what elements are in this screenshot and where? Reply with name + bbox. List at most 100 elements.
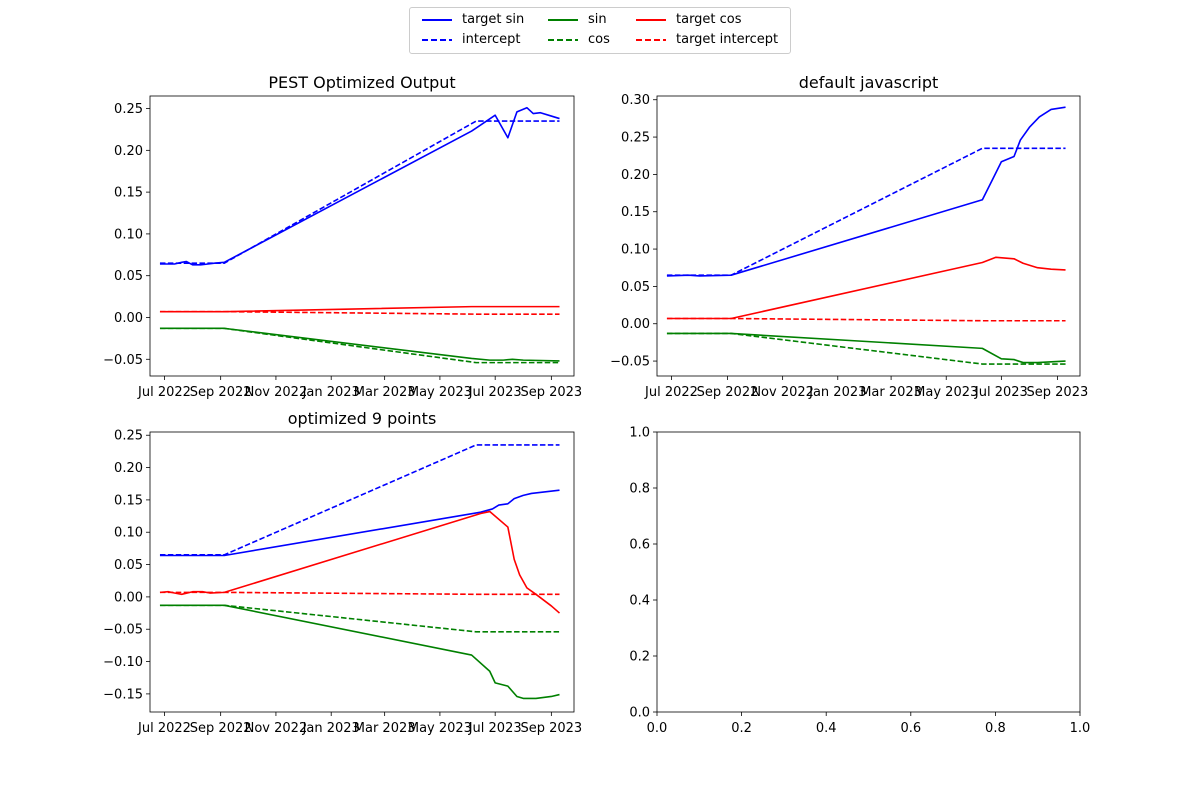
y-tick-label: 0.2 bbox=[629, 650, 650, 665]
y-tick-label: 0.10 bbox=[114, 227, 143, 242]
x-tick-label: 1.0 bbox=[1070, 721, 1091, 736]
y-tick-label: 0.00 bbox=[114, 590, 143, 605]
x-tick-label: Nov 2022 bbox=[245, 721, 308, 736]
x-tick-label: Sep 2022 bbox=[190, 385, 252, 400]
series-group bbox=[159, 444, 561, 700]
y-tick-label: −0.05 bbox=[103, 353, 143, 368]
legend-label: intercept bbox=[462, 32, 521, 47]
series-line-target-sin bbox=[666, 106, 1066, 277]
legend-swatch-target-sin bbox=[422, 19, 452, 21]
x-tick-label: May 2023 bbox=[408, 721, 472, 736]
y-tick-label: −0.05 bbox=[103, 623, 143, 638]
y-tick-label: −0.05 bbox=[610, 355, 650, 370]
y-tick-label: 0.25 bbox=[114, 429, 143, 444]
series-line-target-intercept bbox=[666, 317, 1066, 322]
series-line-sin bbox=[159, 327, 560, 362]
x-tick-label: Sep 2022 bbox=[190, 721, 252, 736]
x-tick-label: Nov 2022 bbox=[751, 385, 814, 400]
subplot-title: optimized 9 points bbox=[288, 409, 437, 428]
x-tick-label: Jul 2023 bbox=[974, 385, 1028, 400]
x-tick-label: Jan 2023 bbox=[302, 385, 360, 400]
subplot-4: 0.0 0.2 0.4 0.6 0.8 1.0 0.0 0.2 0.4 0.6 0.8 1.0 bbox=[629, 426, 1090, 737]
y-tick-label: 0.05 bbox=[114, 269, 143, 284]
y-tick-label: 0.20 bbox=[114, 461, 143, 476]
axes-frame bbox=[656, 431, 1081, 713]
series-group bbox=[159, 106, 560, 364]
x-tick-label: Jul 2022 bbox=[137, 385, 191, 400]
y-tick-label: 0.05 bbox=[114, 558, 143, 573]
x-tick-label: Sep 2023 bbox=[520, 721, 582, 736]
series-line-target-intercept bbox=[159, 310, 560, 315]
y-tick-label: 0.00 bbox=[621, 317, 650, 332]
y-tick-label: 0.25 bbox=[621, 131, 650, 146]
x-tick-label: Sep 2022 bbox=[697, 385, 759, 400]
x-tick-label: Jul 2022 bbox=[137, 721, 191, 736]
legend-swatch-cos bbox=[548, 39, 578, 41]
series-line-sin bbox=[159, 604, 560, 700]
y-tick-label: 0.15 bbox=[114, 493, 143, 508]
series-group bbox=[666, 106, 1066, 365]
x-tick-label: 0.0 bbox=[647, 721, 668, 736]
y-tick-label: 0.4 bbox=[629, 594, 650, 609]
y-tick-label: 0.30 bbox=[621, 93, 650, 108]
x-tick-label: 0.6 bbox=[900, 721, 921, 736]
series-line-target-cos bbox=[666, 256, 1066, 320]
y-tick-label: 0.6 bbox=[629, 538, 650, 553]
x-tick-label: 0.2 bbox=[731, 721, 752, 736]
x-tick-label: Mar 2023 bbox=[354, 385, 416, 400]
x-tick-label: Mar 2023 bbox=[860, 385, 922, 400]
legend-label: sin bbox=[588, 12, 607, 27]
x-tick-label: Mar 2023 bbox=[354, 721, 416, 736]
y-tick-label: 0.10 bbox=[114, 526, 143, 541]
x-tick-label: Nov 2022 bbox=[245, 385, 308, 400]
x-tick-label: Jul 2022 bbox=[644, 385, 698, 400]
axes-frame bbox=[149, 431, 575, 713]
axes-frame bbox=[656, 95, 1081, 377]
legend-swatch-intercept bbox=[422, 39, 452, 41]
x-tick-label: 0.8 bbox=[985, 721, 1006, 736]
series-line-cos bbox=[159, 327, 560, 364]
legend-label: target intercept bbox=[676, 32, 779, 47]
series-line-cos bbox=[666, 332, 1066, 365]
series-line-sin bbox=[666, 332, 1066, 364]
y-tick-label: 0.20 bbox=[621, 168, 650, 183]
legend: target sin intercept sin cos target cos … bbox=[409, 7, 791, 54]
x-tick-label: May 2023 bbox=[408, 385, 472, 400]
x-tick-label: Jan 2023 bbox=[302, 721, 360, 736]
series-line-intercept bbox=[159, 120, 560, 264]
series-line-intercept bbox=[159, 444, 560, 556]
legend-label: cos bbox=[588, 32, 610, 47]
legend-label: target sin bbox=[462, 12, 525, 27]
series-line-cos bbox=[159, 604, 560, 633]
x-tick-label: May 2023 bbox=[914, 385, 978, 400]
y-tick-label: 0.15 bbox=[621, 205, 650, 220]
y-tick-label: 0.05 bbox=[621, 280, 650, 295]
legend-swatch-target-cos bbox=[636, 19, 666, 21]
y-tick-label: 0.25 bbox=[114, 102, 143, 117]
axes-frame bbox=[149, 95, 575, 377]
x-tick-label: Jul 2023 bbox=[468, 721, 522, 736]
x-tick-label: Sep 2023 bbox=[1027, 385, 1089, 400]
subplot-title: default javascript bbox=[799, 73, 939, 92]
series-line-intercept bbox=[666, 147, 1066, 277]
series-line-target-intercept bbox=[159, 591, 560, 596]
series-line-target-sin bbox=[159, 489, 560, 557]
y-tick-label: 0.15 bbox=[114, 186, 143, 201]
x-tick-label: Sep 2023 bbox=[520, 385, 582, 400]
legend-swatch-sin bbox=[548, 19, 578, 21]
series-line-target-cos bbox=[159, 510, 561, 614]
y-tick-label: 0.20 bbox=[114, 144, 143, 159]
y-tick-label: 1.0 bbox=[629, 426, 650, 441]
y-tick-label: 0.8 bbox=[629, 482, 650, 497]
y-tick-label: 0.00 bbox=[114, 311, 143, 326]
legend-swatch-target-intercept bbox=[636, 39, 666, 41]
y-tick-label: −0.15 bbox=[103, 687, 143, 702]
y-tick-label: 0.10 bbox=[621, 243, 650, 258]
legend-label: target cos bbox=[676, 12, 742, 27]
x-tick-label: Jul 2023 bbox=[468, 385, 522, 400]
subplot-title: PEST Optimized Output bbox=[268, 73, 455, 92]
